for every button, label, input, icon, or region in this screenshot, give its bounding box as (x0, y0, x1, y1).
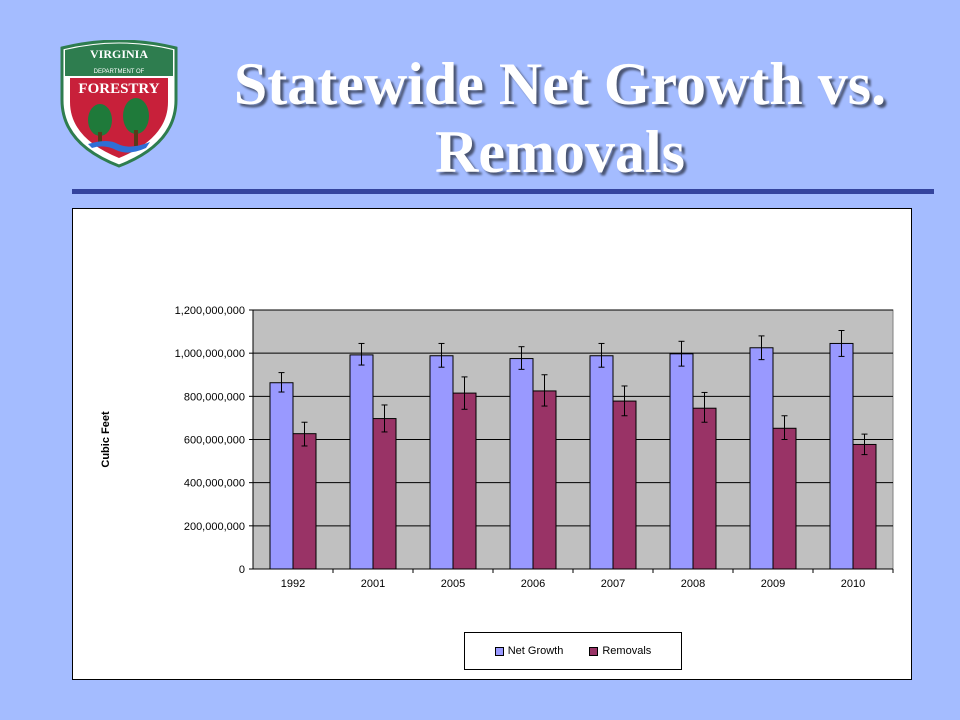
bar-net-growth (669, 353, 694, 570)
legend-item-removals: Removals (589, 645, 651, 657)
x-tick-label: 2007 (601, 578, 625, 590)
bar-removals (692, 407, 717, 570)
bar-net-growth (509, 358, 534, 570)
x-tick-label: 2001 (361, 578, 385, 590)
x-tick-label: 1992 (281, 578, 305, 590)
bar-net-growth (829, 342, 854, 570)
y-tick-label: 800,000,000 (184, 391, 245, 403)
bar-removals (532, 390, 557, 570)
chart-legend: Net Growth Removals (464, 632, 682, 670)
logo-water (88, 141, 150, 153)
y-tick-label: 1,200,000,000 (175, 305, 245, 317)
y-axis-title: Cubic Feet (100, 411, 112, 468)
bar-removals (772, 427, 797, 570)
bar-chart: 0 200,000,000 400,000,000 600,000,000 800,00… (100, 305, 894, 590)
y-tick-label: 1,000,000,000 (175, 348, 245, 360)
bar-removals (292, 433, 317, 570)
logo-green-band (65, 43, 173, 76)
x-tick-label: 2008 (681, 578, 705, 590)
y-tick-label: 400,000,000 (184, 478, 245, 490)
bar-net-growth (269, 382, 294, 570)
bar-net-growth (589, 355, 614, 570)
y-tick-label: 600,000,000 (184, 435, 245, 447)
x-tick-label: 2005 (441, 578, 465, 590)
legend-swatch-removals (589, 646, 599, 656)
logo-tree-left (88, 104, 112, 146)
bar-removals (372, 418, 397, 570)
bar-net-growth (429, 355, 454, 570)
logo-shield-red (70, 78, 168, 158)
y-tick-label: 200,000,000 (184, 521, 245, 533)
legend-swatch-net-growth (494, 646, 504, 656)
virginia-forestry-logo: VIRGINIA DEPARTMENT OF FORESTRY (60, 40, 178, 168)
x-tick-label: 2006 (521, 578, 545, 590)
x-tick-label: 2009 (761, 578, 785, 590)
logo-main-text: FORESTRY (78, 81, 159, 97)
logo-top-text: VIRGINIA (90, 47, 148, 61)
slide-title: Statewide Net Growth vs. Removals (233, 51, 887, 185)
logo-sub-text: DEPARTMENT OF (94, 69, 145, 75)
legend-item-net-growth: Net Growth (494, 645, 564, 657)
bar-removals (612, 400, 637, 570)
x-tick-label: 2010 (841, 578, 865, 590)
chart-container: 0 200,000,000 400,000,000 600,000,000 800,00… (72, 208, 912, 680)
bar-net-growth (749, 347, 774, 570)
title-divider (72, 189, 934, 194)
logo-tree-right (123, 98, 149, 146)
bar-removals (452, 392, 477, 570)
bar-net-growth (349, 354, 374, 570)
legend-label-removals: Removals (602, 645, 652, 657)
bar-removals (852, 443, 877, 570)
legend-label-net-growth: Net Growth (507, 645, 564, 657)
y-tick-label: 0 (239, 564, 245, 576)
